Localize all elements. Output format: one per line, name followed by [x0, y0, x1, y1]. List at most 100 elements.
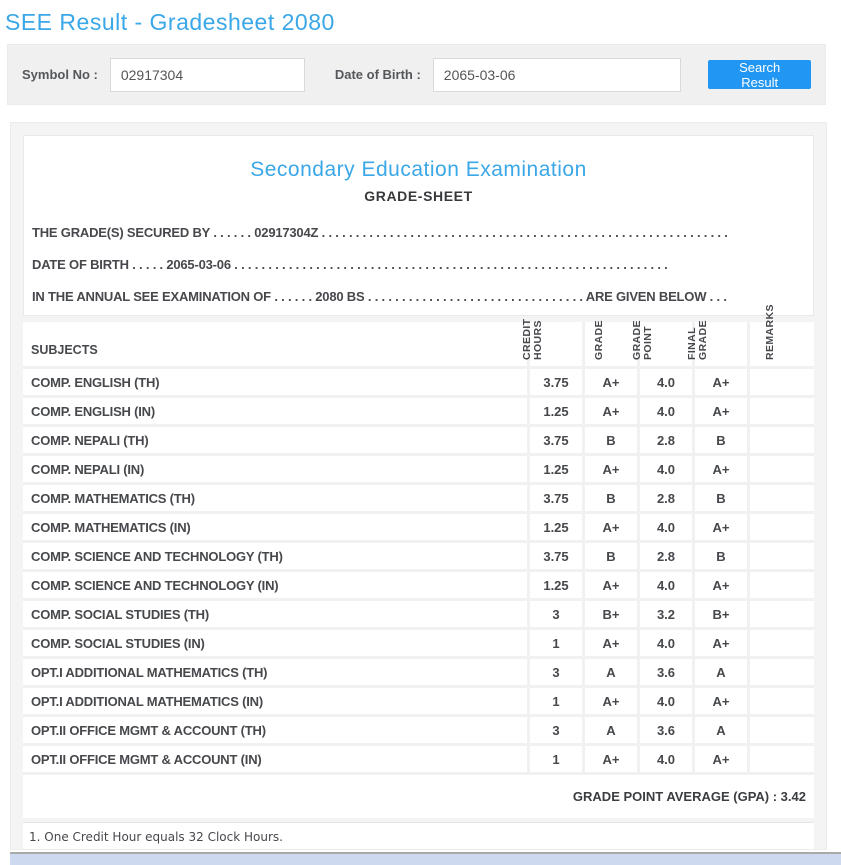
grade-cell: A+	[582, 630, 637, 656]
remarks-cell	[747, 514, 814, 540]
subject-cell: OPT.I ADDITIONAL MATHEMATICS (TH)	[31, 664, 268, 680]
table-row: COMP. NEPALI (IN) 1.25 A+ 4.0 A+	[23, 453, 814, 482]
table-row: COMP. NEPALI (TH) 3.75 B 2.8 B	[23, 424, 814, 453]
credit-hours-cell: 1	[527, 746, 582, 772]
date-of-birth-input[interactable]	[432, 57, 682, 92]
grade-point-cell: 4.0	[637, 572, 692, 598]
credit-hours-cell: 1.25	[527, 572, 582, 598]
grade-cell: A+	[582, 688, 637, 714]
table-row: COMP. SOCIAL STUDIES (TH) 3 B+ 3.2 B+	[23, 598, 814, 627]
credit-hours-cell: 1	[527, 630, 582, 656]
grade-cell: A+	[582, 456, 637, 482]
remarks-cell	[747, 688, 814, 714]
search-result-button[interactable]: Search Result	[708, 60, 811, 90]
subject-cell: COMP. ENGLISH (TH)	[31, 374, 160, 390]
gradesheet-header-sheet: Secondary Education Examination GRADE-SH…	[23, 135, 814, 316]
credit-hours-cell: 3.75	[527, 485, 582, 511]
final-grade-header: FINAL GRADE	[686, 320, 747, 366]
grade-cell: A+	[582, 369, 637, 395]
subject-cell: COMP. NEPALI (IN)	[31, 461, 145, 477]
grade-point-cell: 4.0	[637, 746, 692, 772]
credit-hours-header-label: CREDIT HOURS	[521, 318, 544, 360]
bottom-scroll-bar[interactable]	[10, 852, 841, 865]
final-grade-cell: B	[692, 485, 747, 511]
gradesheet-info-lines: THE GRADE(S) SECURED BY . . . . . . 0291…	[24, 217, 813, 313]
table-row: COMP. MATHEMATICS (TH) 3.75 B 2.8 B	[23, 482, 814, 511]
subject-cell: OPT.I ADDITIONAL MATHEMATICS (IN)	[31, 693, 263, 709]
credit-hours-cell: 3	[527, 717, 582, 743]
table-row: COMP. SCIENCE AND TECHNOLOGY (IN) 1.25 A…	[23, 569, 814, 598]
subject-cell: COMP. SCIENCE AND TECHNOLOGY (TH)	[31, 548, 283, 564]
final-grade-cell: A+	[692, 688, 747, 714]
grade-cell: B	[582, 485, 637, 511]
remarks-cell	[747, 485, 814, 511]
grades-secured-by-line: THE GRADE(S) SECURED BY . . . . . . 0291…	[32, 225, 728, 240]
grade-header: GRADE	[582, 320, 637, 366]
footnote-row: 1. One Credit Hour equals 32 Clock Hours…	[23, 822, 814, 849]
remarks-cell	[747, 717, 814, 743]
grade-point-cell: 3.6	[637, 717, 692, 743]
exam-title: Secondary Education Examination	[250, 158, 587, 181]
remarks-cell	[747, 369, 814, 395]
credit-hours-cell: 1.25	[527, 514, 582, 540]
gradesheet-subtitle: GRADE-SHEET	[364, 188, 473, 204]
table-row: OPT.II OFFICE MGMT & ACCOUNT (TH) 3 A 3.…	[23, 714, 814, 743]
grade-cell: B+	[582, 601, 637, 627]
grade-cell: A	[582, 659, 637, 685]
table-row: OPT.II OFFICE MGMT & ACCOUNT (IN) 1 A+ 4…	[23, 743, 814, 772]
table-row: COMP. SOCIAL STUDIES (IN) 1 A+ 4.0 A+	[23, 627, 814, 656]
subject-cell: COMP. MATHEMATICS (IN)	[31, 519, 191, 535]
page-title: SEE Result - Gradesheet 2080	[5, 9, 335, 35]
remarks-header: REMARKS	[747, 304, 814, 366]
symbol-no-input[interactable]	[109, 57, 305, 92]
credit-hours-cell: 3.75	[527, 543, 582, 569]
date-of-birth-line: DATE OF BIRTH . . . . . 2065-03-06 . . .…	[32, 257, 668, 272]
subject-cell: COMP. SOCIAL STUDIES (TH)	[31, 606, 209, 622]
gpa-row: GRADE POINT AVERAGE (GPA) : 3.42	[23, 772, 814, 818]
credit-hour-footnote: 1. One Credit Hour equals 32 Clock Hours…	[29, 829, 283, 844]
grade-cell: A	[582, 717, 637, 743]
credit-hours-cell: 1.25	[527, 398, 582, 424]
remarks-cell	[747, 746, 814, 772]
grade-point-cell: 4.0	[637, 688, 692, 714]
table-row: OPT.I ADDITIONAL MATHEMATICS (IN) 1 A+ 4…	[23, 685, 814, 714]
credit-hours-cell: 3.75	[527, 427, 582, 453]
table-header-row: SUBJECTS CREDIT HOURS GRADE GRADE POINT …	[23, 304, 814, 366]
grade-point-cell: 4.0	[637, 514, 692, 540]
grade-point-cell: 4.0	[637, 398, 692, 424]
grade-point-cell: 3.2	[637, 601, 692, 627]
remarks-cell	[747, 572, 814, 598]
symbol-no-label: Symbol No :	[22, 67, 98, 82]
grade-cell: A+	[582, 398, 637, 424]
final-grade-cell: A+	[692, 514, 747, 540]
table-row: COMP. ENGLISH (IN) 1.25 A+ 4.0 A+	[23, 395, 814, 424]
remarks-cell	[747, 543, 814, 569]
credit-hours-cell: 1	[527, 688, 582, 714]
date-of-birth-label: Date of Birth :	[334, 67, 421, 82]
credit-hours-cell: 3	[527, 601, 582, 627]
subject-cell: COMP. SOCIAL STUDIES (IN)	[31, 635, 205, 651]
remarks-cell	[747, 630, 814, 656]
grade-header-label: GRADE	[593, 320, 605, 360]
remarks-cell	[747, 456, 814, 482]
credit-hours-cell: 3	[527, 659, 582, 685]
subjects-header: SUBJECTS	[31, 343, 98, 357]
grade-cell: A+	[582, 746, 637, 772]
remarks-cell	[747, 398, 814, 424]
grade-point-cell: 3.6	[637, 659, 692, 685]
grade-cell: A+	[582, 572, 637, 598]
final-grade-cell: B	[692, 427, 747, 453]
grade-point-cell: 2.8	[637, 427, 692, 453]
subject-cell: COMP. NEPALI (TH)	[31, 432, 149, 448]
grade-point-cell: 4.0	[637, 456, 692, 482]
remarks-cell	[747, 659, 814, 685]
final-grade-cell: A+	[692, 746, 747, 772]
credit-hours-cell: 1.25	[527, 456, 582, 482]
final-grade-cell: A+	[692, 572, 747, 598]
credit-hours-cell: 3.75	[527, 369, 582, 395]
grade-point-cell: 2.8	[637, 485, 692, 511]
table-body: COMP. ENGLISH (TH) 3.75 A+ 4.0 A+ COMP. …	[23, 366, 814, 772]
table-row: COMP. MATHEMATICS (IN) 1.25 A+ 4.0 A+	[23, 511, 814, 540]
search-bar: Symbol No : Date of Birth : Search Resul…	[7, 44, 826, 105]
grade-cell: A+	[582, 514, 637, 540]
